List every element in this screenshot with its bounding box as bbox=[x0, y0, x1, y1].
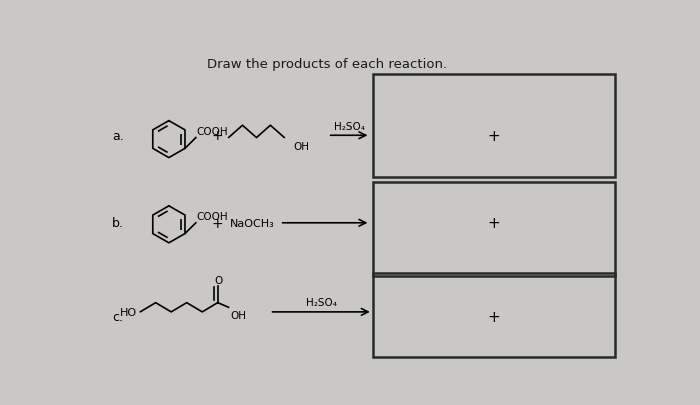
Text: b.: b. bbox=[112, 217, 124, 230]
Text: COOH: COOH bbox=[197, 127, 228, 136]
Bar bbox=[373, 75, 615, 178]
Bar bbox=[373, 273, 615, 357]
Text: NaOCH₃: NaOCH₃ bbox=[230, 218, 275, 228]
Text: +: + bbox=[488, 128, 500, 143]
Text: +: + bbox=[212, 216, 223, 230]
Text: COOH: COOH bbox=[197, 212, 228, 222]
Text: +: + bbox=[488, 309, 500, 324]
Text: O: O bbox=[214, 275, 223, 285]
Text: H₂SO₄: H₂SO₄ bbox=[306, 298, 337, 307]
Text: c.: c. bbox=[112, 310, 123, 323]
Text: +: + bbox=[488, 216, 500, 231]
Text: H₂SO₄: H₂SO₄ bbox=[334, 122, 365, 131]
Text: a.: a. bbox=[112, 130, 124, 143]
Text: OH: OH bbox=[230, 311, 246, 320]
Text: HO: HO bbox=[120, 307, 137, 317]
Text: OH: OH bbox=[294, 141, 309, 151]
Text: Draw the products of each reaction.: Draw the products of each reaction. bbox=[207, 58, 447, 71]
Text: +: + bbox=[212, 129, 223, 143]
Bar bbox=[373, 183, 615, 276]
